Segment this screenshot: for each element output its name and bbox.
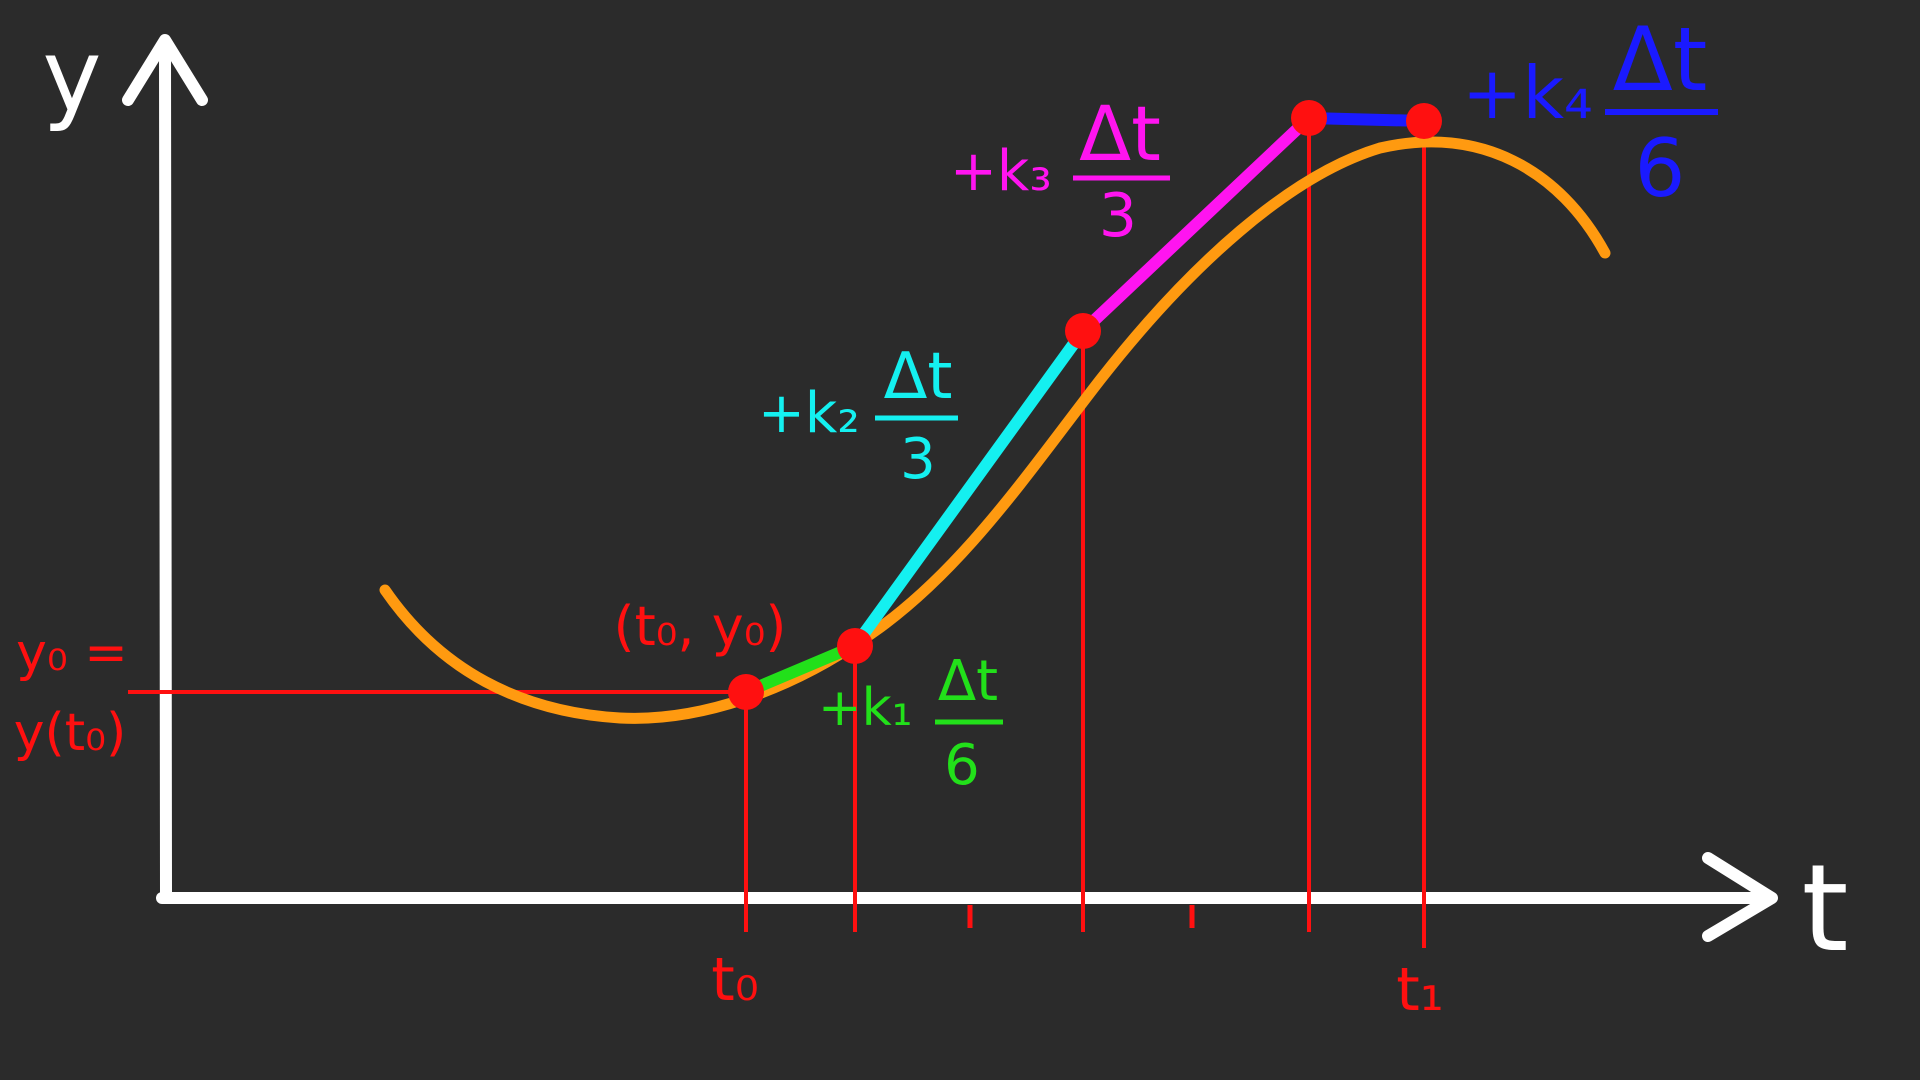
point-k1 xyxy=(837,628,873,664)
k1-annotation: +k₁ Δt 6 xyxy=(818,649,1003,798)
k4-term: +k₄ xyxy=(1462,51,1593,135)
axes xyxy=(122,34,1778,942)
minor-ticks xyxy=(967,905,1195,928)
step-points xyxy=(728,100,1442,710)
t0-label: t₀ xyxy=(711,945,759,1015)
y0-label-line2: y(t₀) xyxy=(14,703,127,763)
step-k4-segment xyxy=(1303,112,1430,127)
solution-curve xyxy=(379,136,1611,724)
t-axis-arrow xyxy=(1702,852,1778,942)
k2-term: +k₂ xyxy=(758,381,860,446)
k1-term: +k₁ xyxy=(818,678,913,738)
k2-annotation: +k₂ Δt 3 xyxy=(758,340,958,492)
t1-label: t₁ xyxy=(1396,955,1444,1025)
k4-denominator: 6 xyxy=(1635,122,1686,215)
step-k2-segment xyxy=(849,325,1089,652)
point-t0-y0 xyxy=(728,674,764,710)
y-axis-arrow xyxy=(122,34,208,106)
point-k4 xyxy=(1406,103,1442,139)
y-axis-label: y xyxy=(42,17,101,134)
y-axis xyxy=(159,39,172,901)
k3-term: +k₃ xyxy=(950,139,1052,204)
point-k2 xyxy=(1065,313,1101,349)
rk4-steps xyxy=(740,112,1430,698)
k1-numerator: Δt xyxy=(938,649,998,714)
k1-denominator: 6 xyxy=(944,733,980,798)
step-k3-segment xyxy=(1077,112,1315,337)
step-guides xyxy=(744,118,1426,948)
point-k3 xyxy=(1291,100,1327,136)
t-axis-label: t xyxy=(1801,840,1848,979)
k4-numerator: Δt xyxy=(1613,8,1708,111)
k2-numerator: Δt xyxy=(884,340,953,414)
initial-point-label: (t₀, y₀) xyxy=(614,595,787,658)
k3-annotation: +k₃ Δt 3 xyxy=(950,89,1170,251)
k3-numerator: Δt xyxy=(1079,89,1161,178)
k4-annotation: +k₄ Δt 6 xyxy=(1462,8,1718,215)
k3-denominator: 3 xyxy=(1099,181,1137,251)
k2-denominator: 3 xyxy=(900,427,936,492)
y0-label-line1: y₀ = xyxy=(16,623,128,683)
step-k1-segment xyxy=(740,640,861,698)
